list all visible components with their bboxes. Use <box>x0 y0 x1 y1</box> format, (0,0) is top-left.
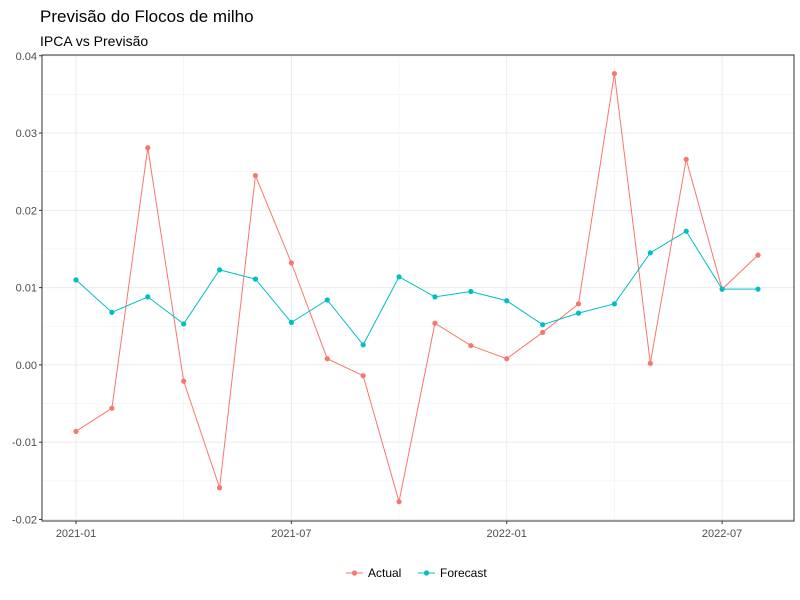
chart-subtitle: IPCA vs Previsão <box>40 33 148 49</box>
data-point-forecast <box>252 276 259 282</box>
data-point-forecast <box>611 301 618 307</box>
data-point-actual <box>360 373 366 379</box>
data-point-actual <box>432 320 438 326</box>
y-tick-label: 0.01 <box>16 283 37 295</box>
data-point-forecast <box>468 288 474 295</box>
y-tick-label: -0.02 <box>12 514 37 526</box>
plot-area: -0.02 -0.01 0.00 0.01 0.02 0.03 0.04 2021-01 202… <box>12 51 795 540</box>
data-point-forecast <box>181 321 187 327</box>
legend-label-forecast: Forecast <box>440 566 487 580</box>
data-point-forecast <box>360 342 366 348</box>
data-point-forecast <box>755 286 761 292</box>
legend-key-point <box>423 570 430 576</box>
data-point-actual <box>611 70 618 77</box>
y-tick-label: -0.01 <box>12 437 37 449</box>
data-point-actual <box>575 301 582 307</box>
data-point-forecast <box>504 298 510 304</box>
data-point-actual <box>109 405 115 411</box>
data-point-actual <box>396 499 402 505</box>
data-point-actual <box>647 360 653 366</box>
data-point-actual <box>73 428 79 434</box>
data-point-forecast <box>540 322 546 328</box>
x-tick-label: 2022-07 <box>702 528 742 540</box>
data-point-actual <box>145 145 151 151</box>
y-tick-label: 0.04 <box>16 51 37 63</box>
series-line-actual <box>75 73 759 502</box>
data-point-actual <box>324 356 330 362</box>
data-point-forecast <box>719 286 725 292</box>
data-point-forecast <box>647 250 653 256</box>
data-point-actual <box>540 329 546 336</box>
legend: Actual Forecast <box>346 566 487 580</box>
data-point-forecast <box>145 294 151 300</box>
data-point-actual <box>504 356 510 362</box>
data-point-forecast <box>396 274 402 280</box>
data-point-forecast <box>109 309 115 315</box>
data-point-actual <box>288 260 294 266</box>
data-point-actual <box>181 378 187 384</box>
data-point-actual <box>252 172 259 179</box>
data-point-forecast <box>216 267 223 273</box>
data-point-forecast <box>683 228 689 234</box>
data-point-actual <box>755 252 761 258</box>
series-line-forecast <box>75 230 758 346</box>
legend-label-actual: Actual <box>368 566 401 580</box>
y-tick-label: 0.03 <box>16 128 37 140</box>
data-point-actual <box>216 485 223 491</box>
data-point-forecast <box>575 310 582 316</box>
legend-key-point <box>351 570 358 576</box>
data-point-forecast <box>288 319 294 325</box>
data-point-actual <box>683 156 689 162</box>
x-tick-label: 2022-01 <box>487 528 527 540</box>
panel-border <box>41 54 795 522</box>
x-tick-label: 2021-07 <box>271 528 311 540</box>
data-point-actual <box>468 342 474 349</box>
data-point-forecast <box>432 294 438 300</box>
data-point-forecast <box>73 277 79 283</box>
data-point-forecast <box>324 297 330 303</box>
chart-title: Previsão do Flocos de milho <box>40 7 254 26</box>
x-tick-label: 2021-01 <box>56 528 96 540</box>
y-tick-label: 0.02 <box>16 205 37 217</box>
y-tick-label: 0.00 <box>16 360 37 372</box>
